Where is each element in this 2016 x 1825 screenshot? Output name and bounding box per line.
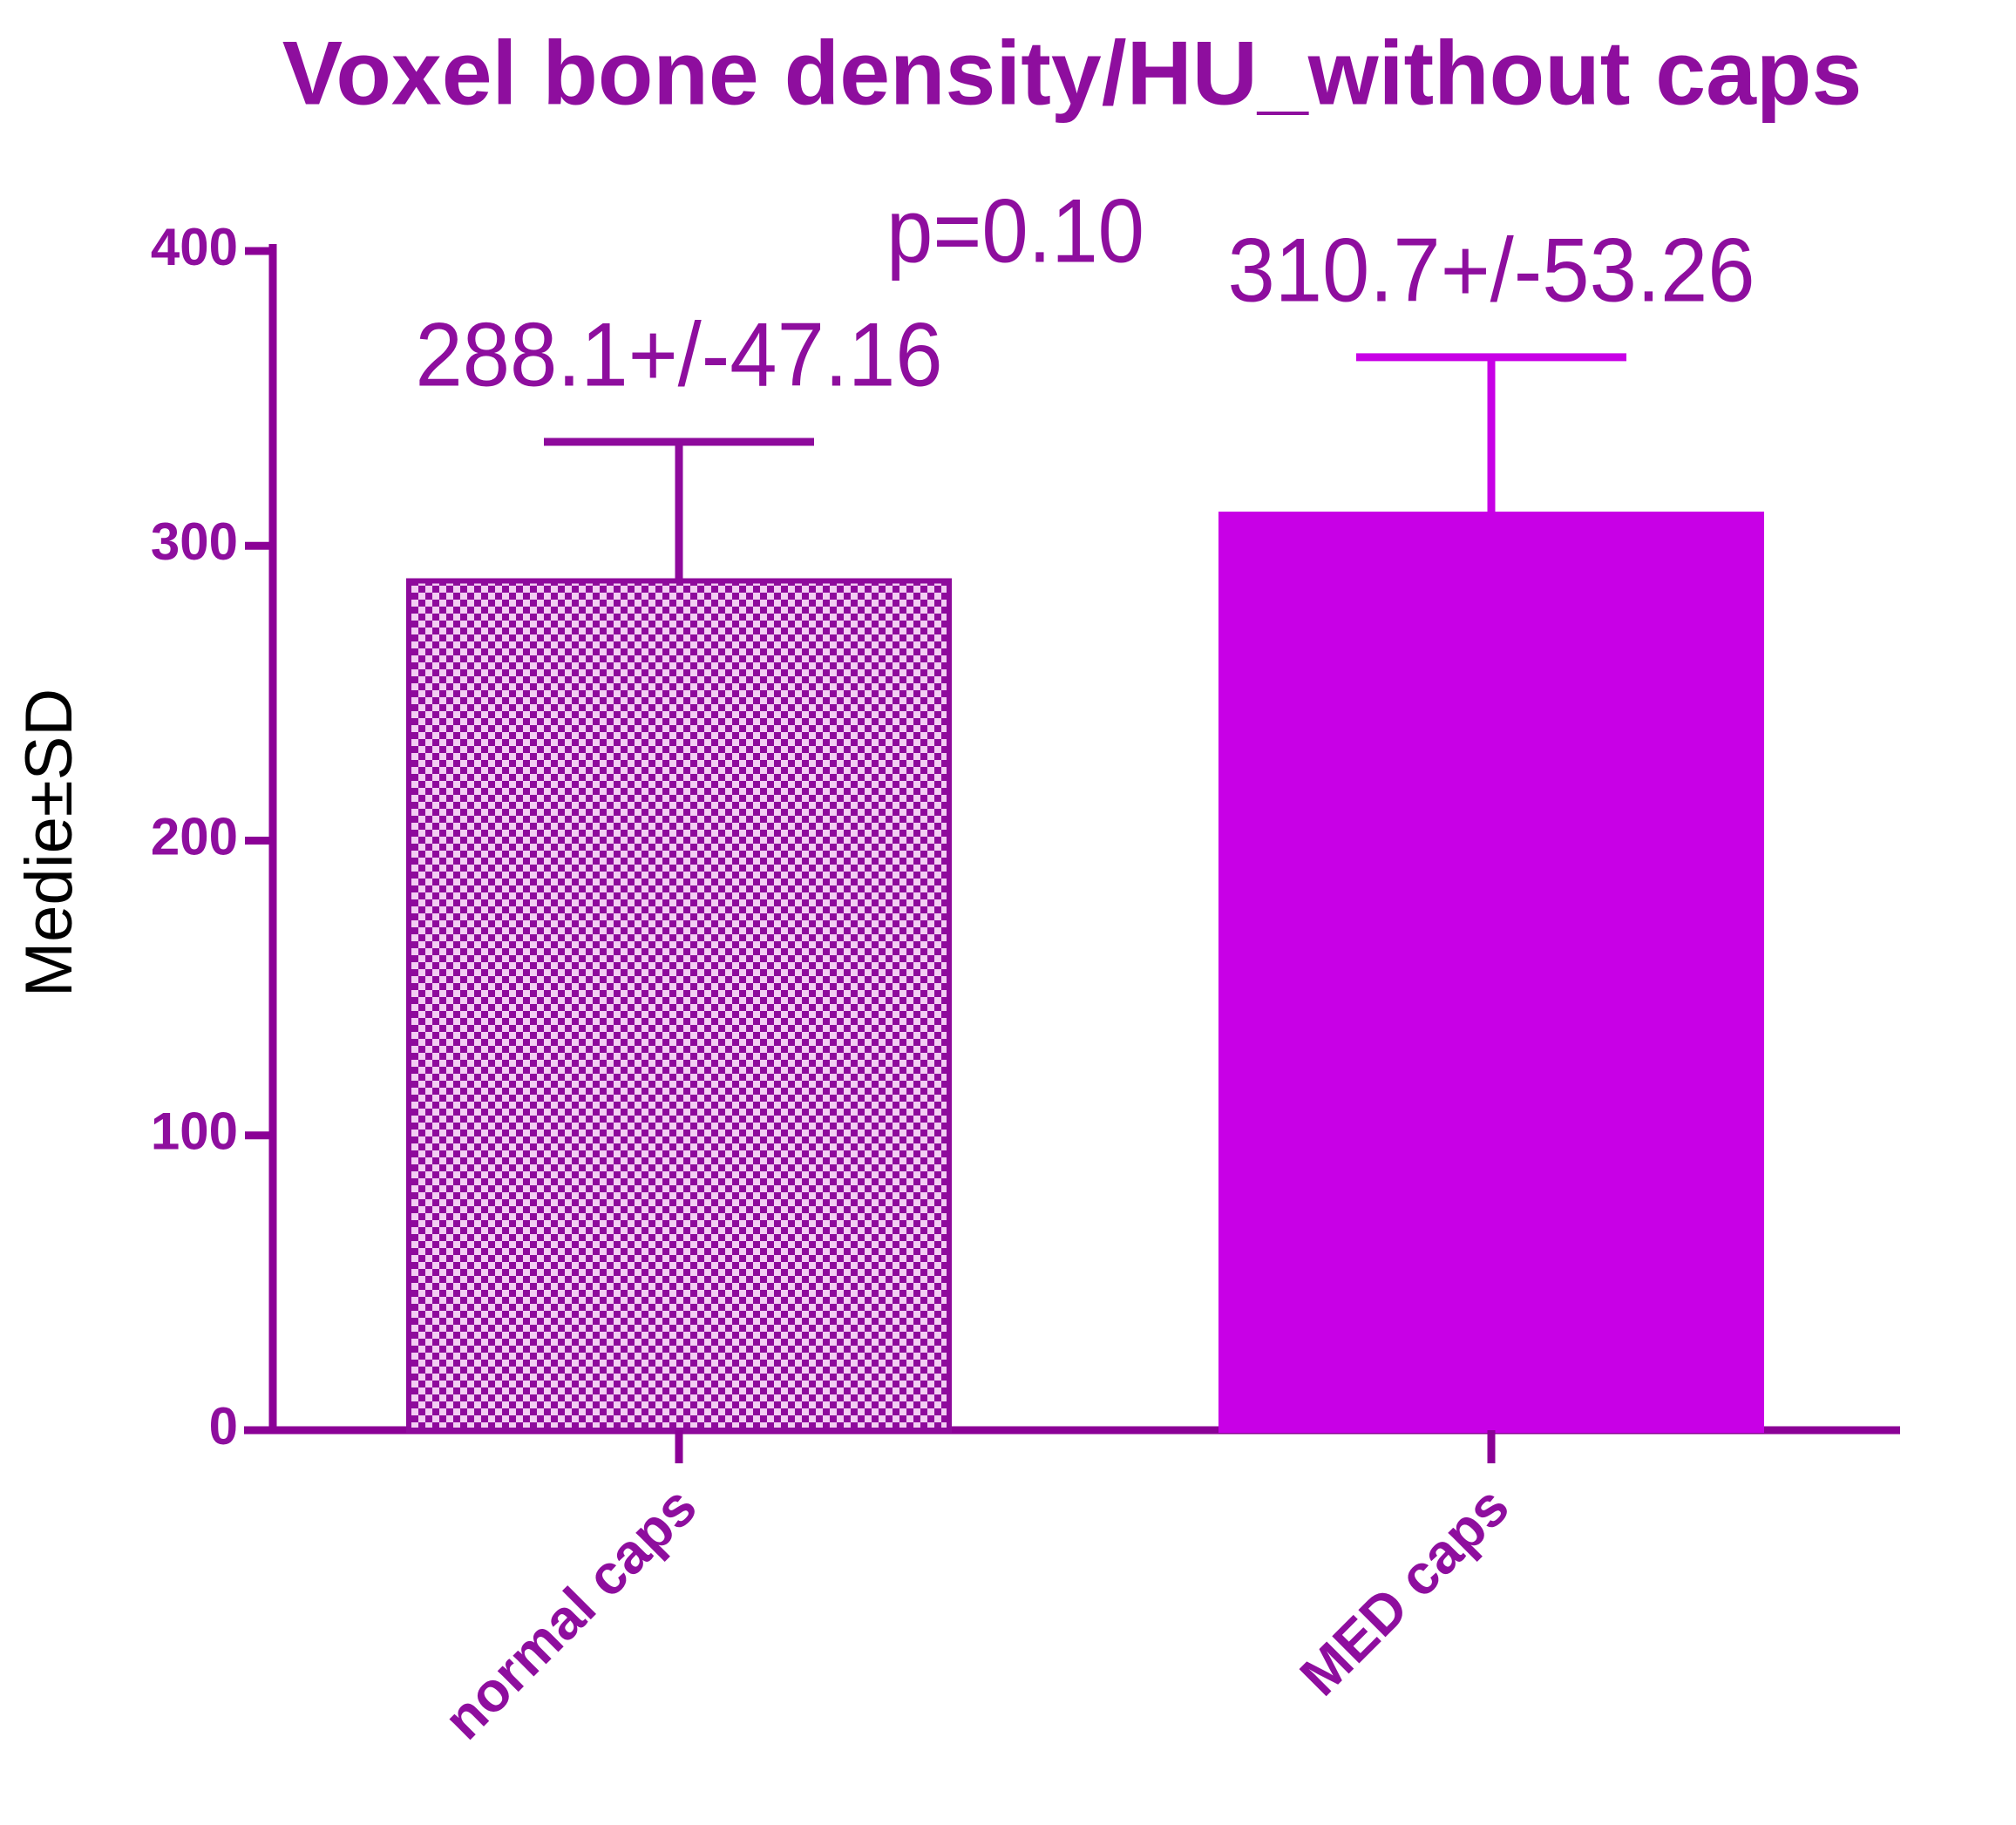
annotation: p=0.10 [886,180,1144,282]
bar [1218,512,1764,1433]
y-tick-label: 400 [151,218,238,276]
y-axis-label: Medie±SD [12,689,86,997]
chart-title: Voxel bone density/HU_without caps [282,23,1863,124]
error-bar [544,438,814,581]
value-label: 310.7+/-53.26 [1228,220,1755,321]
x-tick-label: MED caps [1288,1475,1521,1707]
y-tick-label: 300 [151,512,238,571]
y-tick-label: 100 [151,1102,238,1161]
value-label: 288.1+/-47.16 [416,304,943,405]
x-tick-label: normal caps [431,1475,709,1752]
error-bar [1356,353,1626,515]
y-tick-label: 200 [151,807,238,865]
y-tick-label: 0 [209,1397,238,1455]
bar [406,578,952,1433]
